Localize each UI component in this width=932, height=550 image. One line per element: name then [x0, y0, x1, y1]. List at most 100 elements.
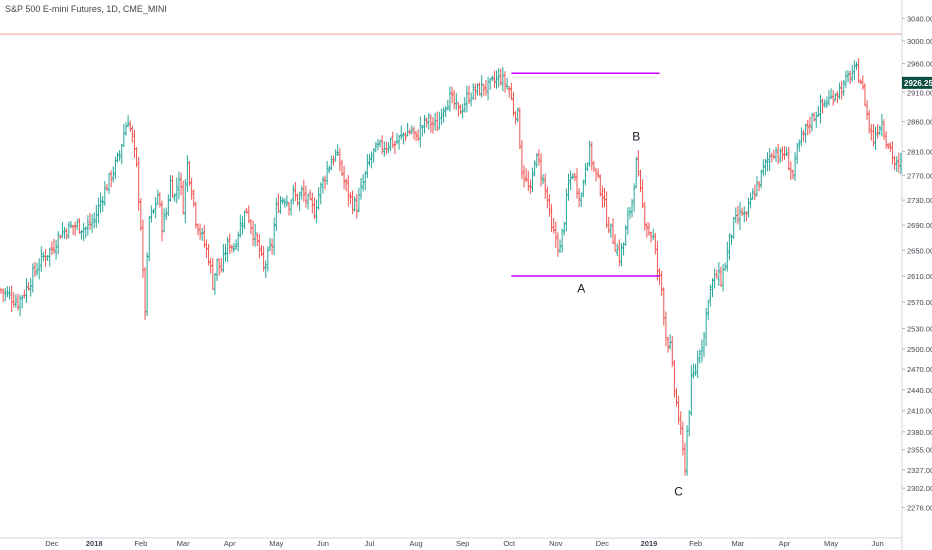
ohlc-bar — [366, 154, 369, 179]
ohlc-bar — [459, 104, 462, 115]
ohlc-bar — [427, 113, 431, 130]
ohlc-bar — [546, 186, 549, 209]
ohlc-bar — [63, 226, 66, 239]
ohlc-bar — [507, 86, 511, 98]
y-tick-label: 2690.00 — [907, 221, 932, 230]
ohlc-bar — [634, 156, 638, 189]
ohlc-bar — [539, 153, 543, 187]
ohlc-bar — [529, 179, 532, 194]
ohlc-bar — [454, 92, 458, 110]
ohlc-bar — [891, 141, 894, 165]
ohlc-bar — [423, 114, 426, 134]
ohlc-bar — [762, 159, 765, 177]
ohlc-bar — [88, 213, 92, 230]
ohlc-bar — [520, 140, 524, 180]
x-tick-label: Aug — [409, 539, 422, 548]
y-tick-label: 2302.00 — [907, 484, 932, 493]
ohlc-bar — [118, 149, 121, 162]
ohlc-bar — [243, 210, 246, 230]
ohlc-bar — [717, 262, 721, 286]
ohlc-bar — [785, 146, 788, 157]
ohlc-bar — [838, 82, 841, 100]
x-tick-label: Apr — [224, 539, 236, 548]
ohlc-bar — [840, 80, 843, 100]
ohlc-bar — [471, 83, 475, 100]
ohlc-bar — [107, 172, 111, 194]
ohlc-bar — [774, 146, 778, 162]
ohlc-bar — [484, 79, 488, 96]
ohlc-bar — [783, 146, 786, 160]
ohlc-bar — [800, 127, 803, 147]
ohlc-bar — [736, 205, 740, 225]
ohlc-bar — [579, 192, 583, 207]
ohlc-bar — [618, 239, 621, 267]
ohlc-bar — [497, 68, 500, 88]
ohlc-bar — [770, 152, 774, 163]
ohlc-bar — [14, 294, 18, 308]
ohlc-bar — [92, 212, 96, 229]
ohlc-bar — [410, 125, 414, 135]
ohlc-bar — [713, 268, 716, 289]
ohlc-bar — [552, 218, 555, 234]
ohlc-bar — [594, 168, 598, 182]
ohlc-bar — [747, 197, 750, 218]
y-tick-label: 2770.00 — [907, 172, 932, 181]
ohlc-bar — [429, 114, 433, 133]
ohlc-bar — [16, 293, 20, 311]
ohlc-bar — [372, 147, 376, 163]
ohlc-bar — [490, 75, 494, 82]
ohlc-bar — [548, 194, 551, 217]
x-tick-label: Dec — [596, 539, 610, 548]
ohlc-bar — [666, 336, 670, 353]
ohlc-bar — [607, 216, 611, 234]
ohlc-bar — [571, 173, 575, 180]
ohlc-bar — [131, 125, 134, 143]
ohlc-bar — [469, 92, 473, 107]
ohlc-bar — [59, 234, 62, 239]
ohlc-bar — [302, 179, 306, 203]
ohlc-bar — [61, 222, 64, 239]
ohlc-bar — [285, 195, 289, 207]
ohlc-bar — [609, 223, 613, 238]
ohlc-bar — [283, 198, 287, 208]
ohlc-bar — [514, 111, 517, 125]
ohlc-bar — [558, 239, 562, 253]
ohlc-bar — [270, 238, 274, 255]
ohlc-bar — [685, 425, 689, 476]
ohlc-bar — [359, 177, 363, 200]
ohlc-bar — [810, 113, 814, 132]
x-tick-label: Mar — [731, 539, 744, 548]
ohlc-bar — [245, 208, 248, 214]
ohlc-bar — [31, 263, 35, 293]
ohlc-bar — [681, 421, 685, 456]
ohlc-bar — [863, 83, 867, 107]
ohlc-bar — [882, 119, 886, 140]
ohlc-bar — [740, 207, 744, 216]
x-tick-label: Mar — [177, 539, 190, 548]
ohlc-bar — [272, 217, 276, 256]
ohlc-bar — [8, 286, 11, 300]
ohlc-bar — [344, 178, 348, 192]
ohlc-bar — [895, 156, 899, 172]
ohlc-bar — [241, 216, 244, 235]
ohlc-bar — [855, 61, 858, 71]
ohlc-bar — [543, 173, 547, 200]
ohlc-bar — [759, 169, 763, 189]
ohlc-bar — [442, 107, 445, 123]
x-tick-label: 2019 — [641, 539, 658, 548]
ohlc-bar — [795, 142, 799, 165]
ohlc-bar — [611, 218, 615, 244]
ohlc-bar — [97, 197, 100, 224]
ohlc-bar — [560, 228, 564, 253]
ohlc-bar — [522, 165, 526, 188]
ohlc-bar — [336, 144, 340, 157]
ohlc-bar — [355, 194, 359, 219]
ohlc-bar — [510, 82, 513, 101]
ohlc-bar — [296, 193, 299, 206]
ohlc-bar — [516, 107, 519, 123]
ohlc-bar — [71, 224, 75, 235]
ohlc-bar — [876, 124, 879, 139]
ohlc-bar — [446, 99, 450, 111]
